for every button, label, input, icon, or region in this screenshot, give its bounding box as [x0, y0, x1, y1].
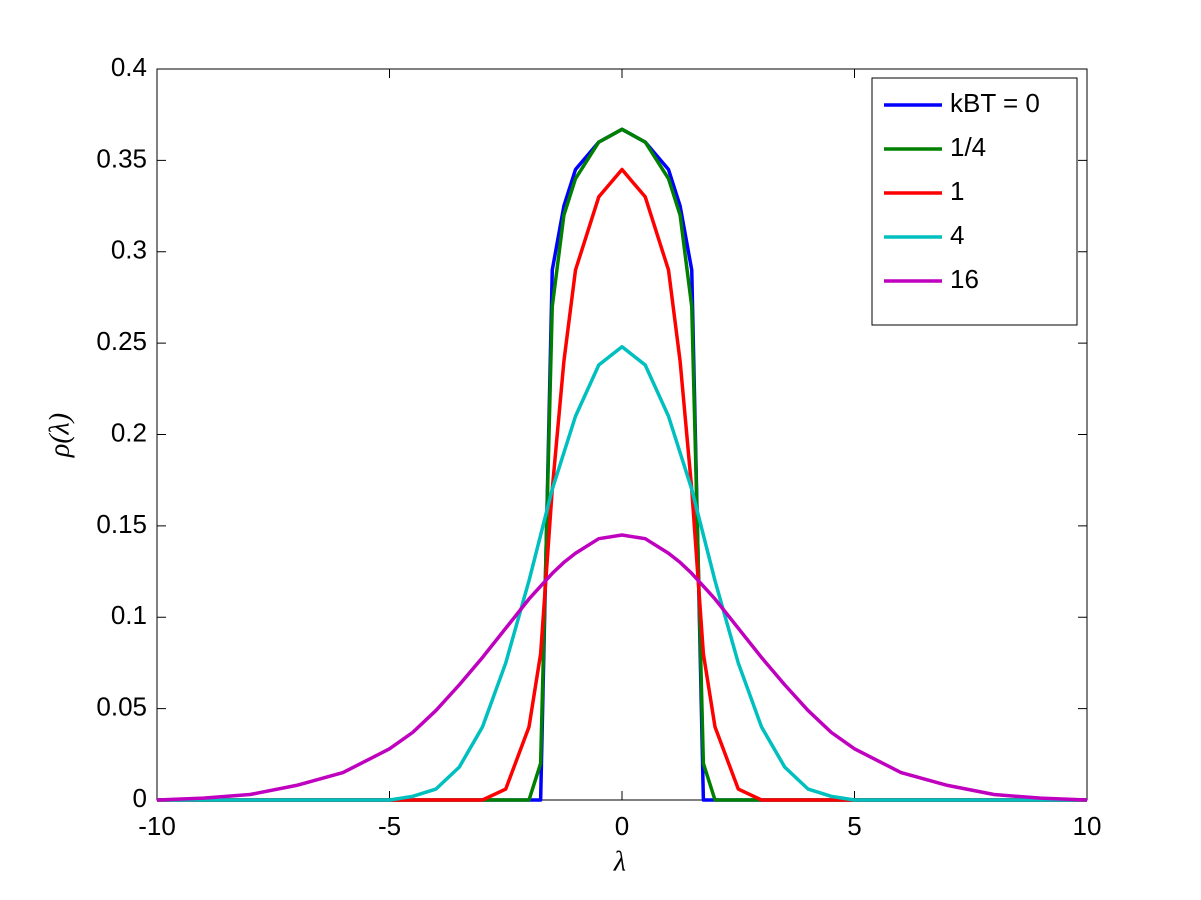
y-tick-label: 0.05: [96, 692, 147, 722]
series-line: [156, 533, 1088, 802]
y-tick-label: 0: [133, 783, 147, 813]
legend-label: kBT = 0: [950, 88, 1040, 118]
legend-label: 4: [950, 220, 964, 250]
x-tick-label: -5: [378, 811, 401, 841]
y-tick-label: 0.25: [96, 326, 147, 356]
y-tick-label: 0.2: [111, 417, 147, 447]
y-tick-label: 0.3: [111, 235, 147, 265]
x-axis-label: λ: [613, 846, 626, 877]
x-tick-label: 10: [1073, 811, 1102, 841]
legend-label: 1: [950, 176, 964, 206]
legend-box: [871, 77, 1078, 326]
y-axis-label: ρ(λ): [44, 413, 75, 458]
series-line: [157, 167, 1087, 802]
x-tick-label: -10: [138, 811, 176, 841]
y-tick-label: 0.15: [96, 509, 147, 539]
y-tick-label: 0.4: [111, 52, 147, 82]
legend-label: 16: [950, 264, 979, 294]
y-tick-label: 0.35: [96, 143, 147, 173]
x-tick-label: 0: [615, 811, 629, 841]
y-tick-label: 0.1: [111, 600, 147, 630]
legend-label: 1/4: [950, 132, 986, 162]
series-line: [157, 345, 1087, 802]
x-tick-label: 5: [847, 811, 861, 841]
